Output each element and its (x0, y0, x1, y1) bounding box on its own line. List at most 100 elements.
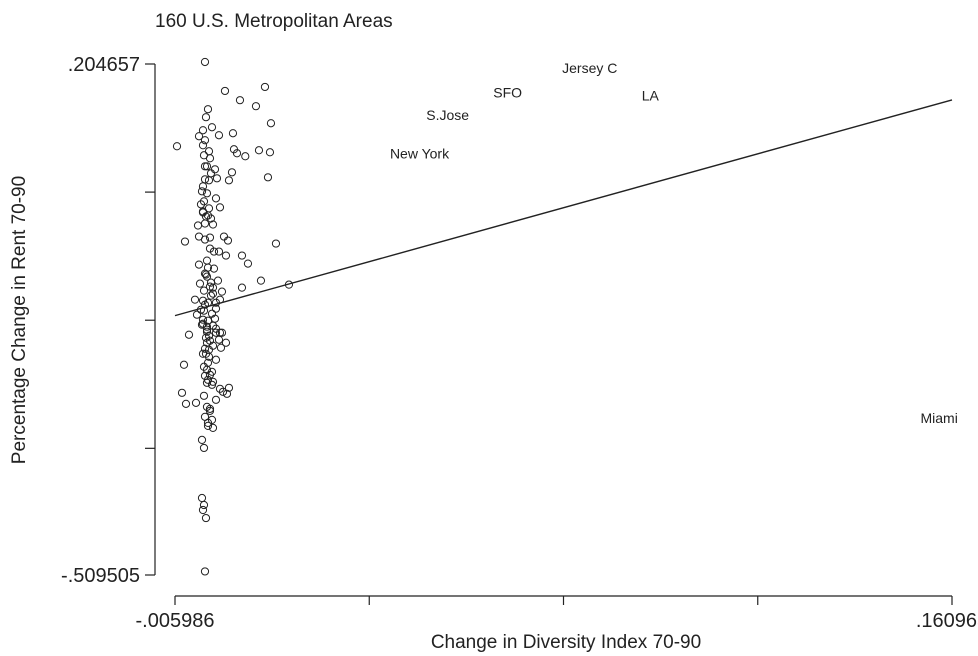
data-point-116 (211, 194, 221, 203)
y-axis-label: Percentage Change in Rent 70-90 (9, 176, 30, 464)
x-axis-label: Change in Diversity Index 70-90 (431, 632, 701, 653)
data-point-69 (211, 355, 221, 364)
data-point-149 (204, 345, 214, 354)
data-point-15 (194, 132, 204, 141)
data-point-77 (218, 387, 228, 396)
data-point-26 (197, 187, 207, 196)
data-point-109 (202, 189, 212, 198)
data-point-21 (202, 162, 212, 171)
data-point-129 (211, 304, 221, 313)
data-point-131 (202, 325, 212, 334)
data-point-82 (205, 404, 215, 413)
city-label-s-jose: S.Jose (426, 107, 469, 123)
data-point-113 (201, 113, 211, 122)
data-point-90 (199, 500, 209, 510)
data-point-111 (205, 154, 215, 163)
data-point-139 (221, 338, 231, 347)
data-point-86 (203, 421, 213, 430)
data-point-151 (200, 371, 210, 380)
data-point-9 (254, 146, 264, 155)
data-point-138 (216, 343, 226, 352)
data-point-51 (208, 289, 218, 298)
data-point-93 (200, 567, 210, 576)
x-axis-ticks: -.005986 .160965 (136, 596, 978, 632)
data-point-95 (191, 398, 201, 407)
data-point-126 (284, 280, 294, 289)
data-point-79 (222, 389, 232, 398)
data-point-70 (199, 362, 209, 371)
data-point-122 (243, 259, 253, 268)
data-point-104 (193, 221, 203, 230)
data-point-16 (198, 126, 208, 135)
data-point-33 (206, 214, 216, 223)
data-point-98 (184, 330, 194, 339)
data-point-28 (224, 176, 234, 185)
data-point-27 (199, 197, 209, 206)
data-point-63 (214, 335, 224, 344)
data-point-118 (219, 232, 229, 241)
data-point-22 (200, 162, 210, 171)
data-point-96 (177, 388, 187, 397)
data-point-108 (196, 200, 206, 209)
chart-title: 160 U.S. Metropolitan Areas (155, 11, 393, 32)
data-point-78 (224, 383, 234, 392)
data-point-17 (200, 136, 210, 145)
y-tick-label-0: .204657 (68, 54, 140, 76)
data-point-57 (198, 315, 208, 324)
data-point-107 (198, 208, 208, 217)
data-point-103 (180, 237, 190, 246)
data-point-7 (214, 131, 224, 140)
city-label-la: LA (642, 88, 660, 104)
data-point-114 (203, 105, 213, 114)
data-point-89 (197, 493, 207, 503)
data-points (172, 57, 294, 576)
city-label-new-york: New York (390, 145, 450, 161)
data-point-42 (202, 256, 212, 265)
data-point-76 (215, 384, 225, 393)
data-point-102 (201, 270, 211, 279)
data-point-1 (220, 86, 230, 96)
data-point-123 (271, 239, 281, 248)
data-point-101 (195, 279, 205, 288)
city-label-miami: Miami (921, 410, 958, 426)
data-point-4 (251, 102, 261, 111)
x-tick-label-0: -.005986 (136, 610, 215, 632)
data-point-120 (221, 251, 231, 260)
data-point-121 (237, 251, 247, 260)
data-point-2 (260, 82, 270, 92)
data-point-146 (202, 322, 212, 331)
data-point-38 (205, 244, 215, 253)
data-point-112 (204, 147, 214, 156)
data-point-110 (200, 175, 210, 184)
data-point-124 (256, 276, 266, 285)
data-point-62 (217, 328, 227, 337)
data-point-34 (200, 219, 210, 228)
data-point-50 (199, 286, 209, 295)
data-point-19 (198, 141, 208, 150)
data-point-85 (208, 423, 218, 432)
data-point-41 (215, 203, 225, 212)
data-point-54 (200, 300, 210, 309)
data-point-133 (213, 276, 223, 285)
data-point-23 (206, 169, 216, 178)
plot-area: .204657 -.509505 -.005986 .160965 Jersey C… (61, 54, 978, 632)
data-point-144 (199, 306, 209, 315)
city-label-jersey-c: Jersey C (562, 60, 617, 76)
data-point-150 (203, 358, 213, 367)
data-point-88 (199, 443, 209, 453)
y-axis-ticks: .204657 -.509505 (61, 54, 155, 587)
data-point-11 (232, 149, 242, 158)
data-point-52 (198, 296, 208, 305)
data-point-132 (208, 283, 218, 292)
data-point-36 (200, 235, 210, 244)
fitted-line (174, 99, 953, 317)
data-point-39 (205, 233, 215, 242)
data-point-143 (211, 298, 221, 307)
data-point-94 (181, 399, 191, 408)
data-point-92 (201, 513, 211, 523)
data-point-80 (211, 395, 221, 404)
data-point-40 (214, 247, 224, 256)
data-point-61 (211, 328, 221, 337)
data-point-130 (217, 287, 227, 296)
